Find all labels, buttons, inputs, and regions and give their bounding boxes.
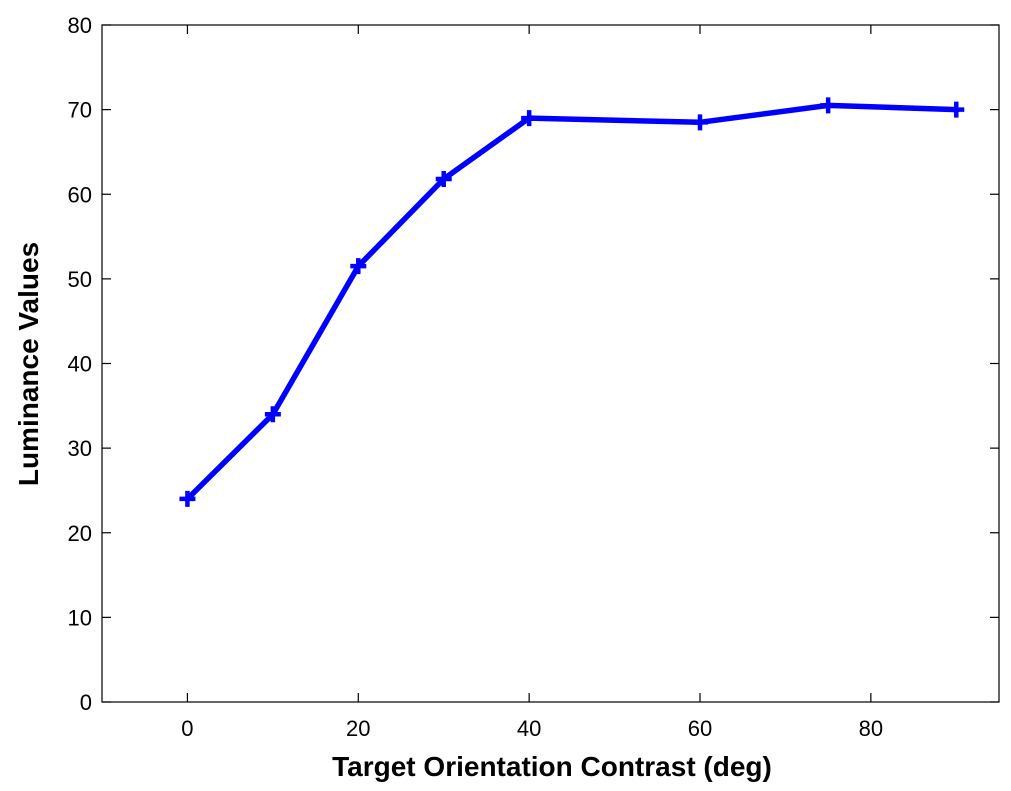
data-point-marker <box>350 258 367 275</box>
y-tick-label: 50 <box>68 267 92 292</box>
plot-area <box>101 24 1000 703</box>
axis-tick-labels: 0 20 40 60 80 0 10 20 30 40 50 60 70 80 <box>68 13 884 741</box>
y-tick-label: 10 <box>68 605 92 630</box>
series-line <box>184 102 960 502</box>
y-axis-title: Luminance Values <box>13 242 44 486</box>
data-point-marker <box>264 406 281 423</box>
data-point-marker <box>435 171 452 188</box>
y-tick-label: 40 <box>68 352 92 377</box>
axis-ticks <box>102 24 999 703</box>
y-tick-label: 60 <box>68 182 92 207</box>
data-point-marker <box>948 101 965 118</box>
x-tick-label: 40 <box>517 716 541 741</box>
x-tick-label: 80 <box>859 716 883 741</box>
series-layer <box>179 97 965 507</box>
data-point-marker <box>179 490 196 507</box>
x-tick-label: 0 <box>181 716 193 741</box>
data-point-marker <box>692 114 708 131</box>
y-tick-label: 0 <box>80 690 92 715</box>
x-tick-label: 60 <box>688 716 712 741</box>
x-tick-label: 20 <box>346 716 370 741</box>
data-point-marker <box>820 97 837 114</box>
data-point-marker <box>521 110 538 127</box>
y-tick-label: 70 <box>68 98 92 123</box>
y-tick-label: 80 <box>68 13 92 38</box>
y-tick-label: 20 <box>68 521 92 546</box>
y-tick-label: 30 <box>68 436 92 461</box>
x-axis-title: Target Orientation Contrast (deg) <box>332 751 772 782</box>
